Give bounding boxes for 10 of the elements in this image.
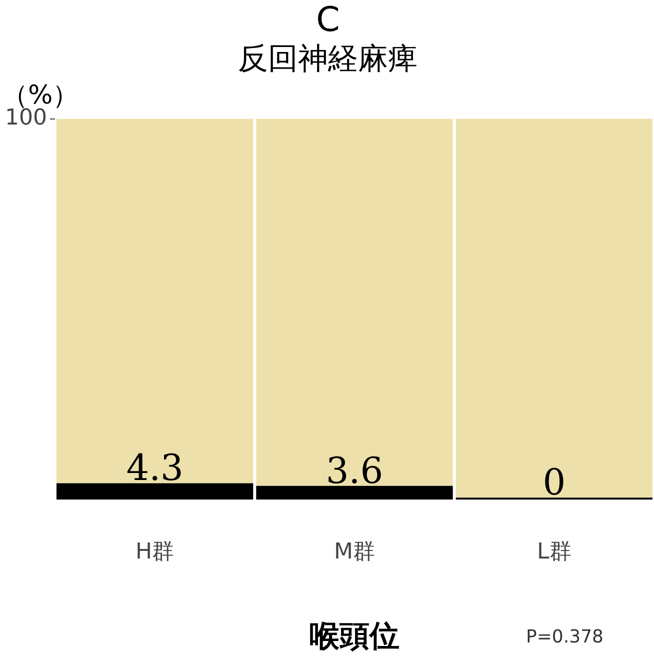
- chart-subtitle: 反回神経麻痺: [238, 42, 418, 77]
- data-label: 4.3: [126, 448, 184, 490]
- x-tick-label: L群: [537, 540, 572, 565]
- x-tick-label: M群: [334, 540, 375, 565]
- chart-title: C: [316, 0, 340, 40]
- data-label: 0: [542, 462, 566, 504]
- x-tick-label: H群: [136, 540, 174, 565]
- x-axis-title: 喉頭位: [309, 618, 400, 654]
- text: P=0.378: [526, 626, 604, 648]
- data-label: 3.6: [326, 450, 384, 492]
